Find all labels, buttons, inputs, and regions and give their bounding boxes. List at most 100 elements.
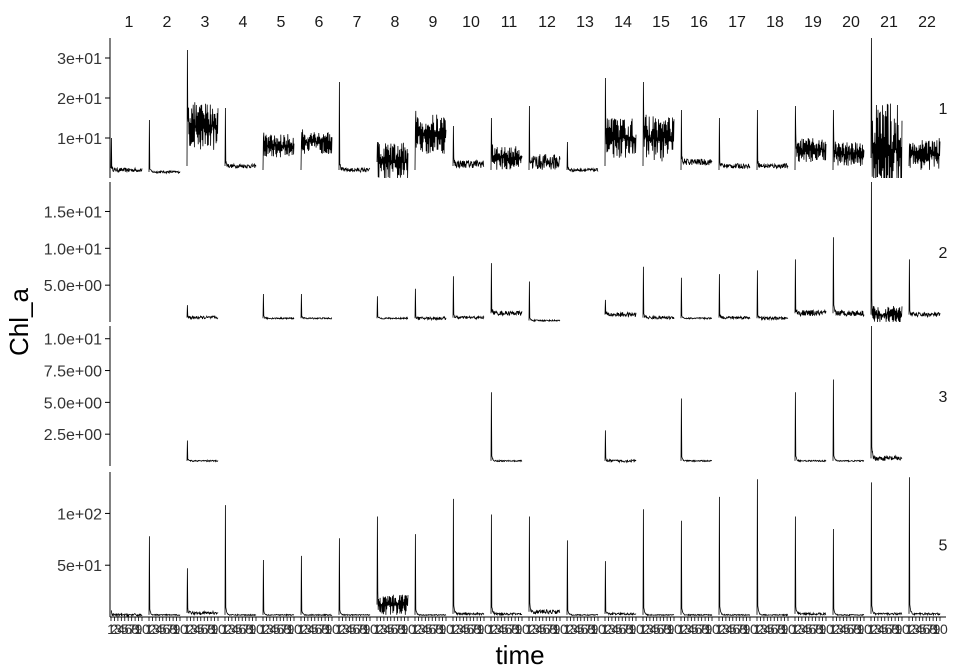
y-tick-label: 1e+02 [57,506,102,523]
x-tick-label: 10 [400,621,416,637]
series-line-row5-col19 [794,516,827,617]
x-tick-label: 3 [684,621,692,637]
series-line-row2-col20 [832,237,865,318]
x-tick-label: 5 [577,621,585,637]
x-tick-label: 10 [932,621,948,637]
series-line-row1-col9 [414,110,447,171]
x-tick-label: 7 [166,621,174,637]
x-tick-label: 3 [836,621,844,637]
x-tick-label: 4 [269,621,277,637]
series-line-row1-col16 [680,109,713,171]
x-tick-label: 9 [743,621,751,637]
x-tick-label: 3 [190,621,198,637]
x-tick-label: 3 [114,621,122,637]
x-tick-label: 10 [362,621,378,637]
series-line-row1-col13 [566,141,599,173]
chart-panels [110,37,941,618]
x-tick-label: 3 [646,621,654,637]
x-tick-label: 3 [798,621,806,637]
x-tick-label: 9 [895,621,903,637]
x-tick-label: 3 [418,621,426,637]
x-tick-label: 7 [622,621,630,637]
x-tick-label: 7 [926,621,934,637]
x-tick-label: 9 [211,621,219,637]
x-tick-label: 6 [580,621,588,637]
x-tick-label: 7 [698,621,706,637]
x-tick-label: 4 [649,621,657,637]
x-tick-label: 1 [373,621,381,637]
x-tick-label: 6 [846,621,854,637]
x-tick-label: 4 [573,621,581,637]
x-tick-label: 8 [739,621,747,637]
series-line-row2-col5 [262,293,295,321]
series-line-row3-col16 [680,398,712,463]
x-tick-label: 4 [345,621,353,637]
series-line-row5-col3 [186,568,219,616]
x-tick-label: 9 [857,621,865,637]
x-tick-label: 4 [839,621,847,637]
x-axis-title: time [495,640,544,670]
y-tick-label: 1.5e+01 [44,204,102,221]
facet-col-label-10: 10 [462,14,480,31]
x-tick-label: 6 [770,621,778,637]
x-tick-label: 4 [725,621,733,637]
facet-col-label-18: 18 [766,14,784,31]
x-tick-label: 2 [377,621,385,637]
x-tick-label: 3 [912,621,920,637]
x-tick-label: 8 [245,621,253,637]
x-tick-label: 8 [397,621,405,637]
x-tick-label: 5 [121,621,129,637]
series-line-row2-col12 [528,281,561,323]
facet-col-label-6: 6 [315,14,324,31]
facet-row-label-5: 5 [939,538,948,555]
series-line-row1-col6 [300,129,333,171]
series-line-row1-col5 [262,132,295,171]
x-tick-label: 7 [584,621,592,637]
x-tick-label: 2 [491,621,499,637]
x-tick-label: 6 [808,621,816,637]
x-tick-label: 6 [428,621,436,637]
x-tick-label: 7 [660,621,668,637]
x-tick-label: 3 [874,621,882,637]
series-line-row3-col21 [870,325,903,461]
series-line-row2-col15 [642,266,675,321]
facet-col-label-9: 9 [429,14,438,31]
facet-col-label-19: 19 [804,14,822,31]
x-tick-label: 4 [155,621,163,637]
x-tick-label: 5 [653,621,661,637]
x-tick-label: 8 [359,621,367,637]
x-tick-label: 8 [473,621,481,637]
facet-col-label-7: 7 [353,14,362,31]
x-tick-label: 8 [321,621,329,637]
x-tick-label: 10 [134,621,150,637]
x-tick-label: 8 [853,621,861,637]
x-tick-label: 3 [532,621,540,637]
x-tick-label: 10 [248,621,264,637]
x-tick-label: 6 [124,621,132,637]
x-tick-label: 8 [207,621,215,637]
x-tick-label: 3 [304,621,312,637]
series-line-row5-col18 [756,479,789,617]
series-line-row3-col14 [604,430,637,464]
x-tick-label: 3 [570,621,578,637]
x-tick-label: 6 [466,621,474,637]
facet-col-label-21: 21 [880,14,898,31]
y-tick-label: 5e+01 [57,558,102,575]
x-tick-label: 9 [553,621,561,637]
x-tick-label: 6 [542,621,550,637]
x-tick-label: 10 [818,621,834,637]
x-tick-label: 10 [172,621,188,637]
facet-row-label-2: 2 [939,245,948,262]
x-tick-label: 5 [501,621,509,637]
facet-row-label-3: 3 [939,389,948,406]
x-tick-label: 5 [197,621,205,637]
x-tick-label: 8 [283,621,291,637]
x-tick-label: 9 [439,621,447,637]
x-tick-label: 2 [225,621,233,637]
series-line-row5-col9 [414,534,447,617]
y-tick-label: 1.0e+01 [44,241,102,258]
series-line-row5-col22 [908,477,941,617]
x-tick-label: 7 [204,621,212,637]
x-tick-label: 1 [905,621,913,637]
